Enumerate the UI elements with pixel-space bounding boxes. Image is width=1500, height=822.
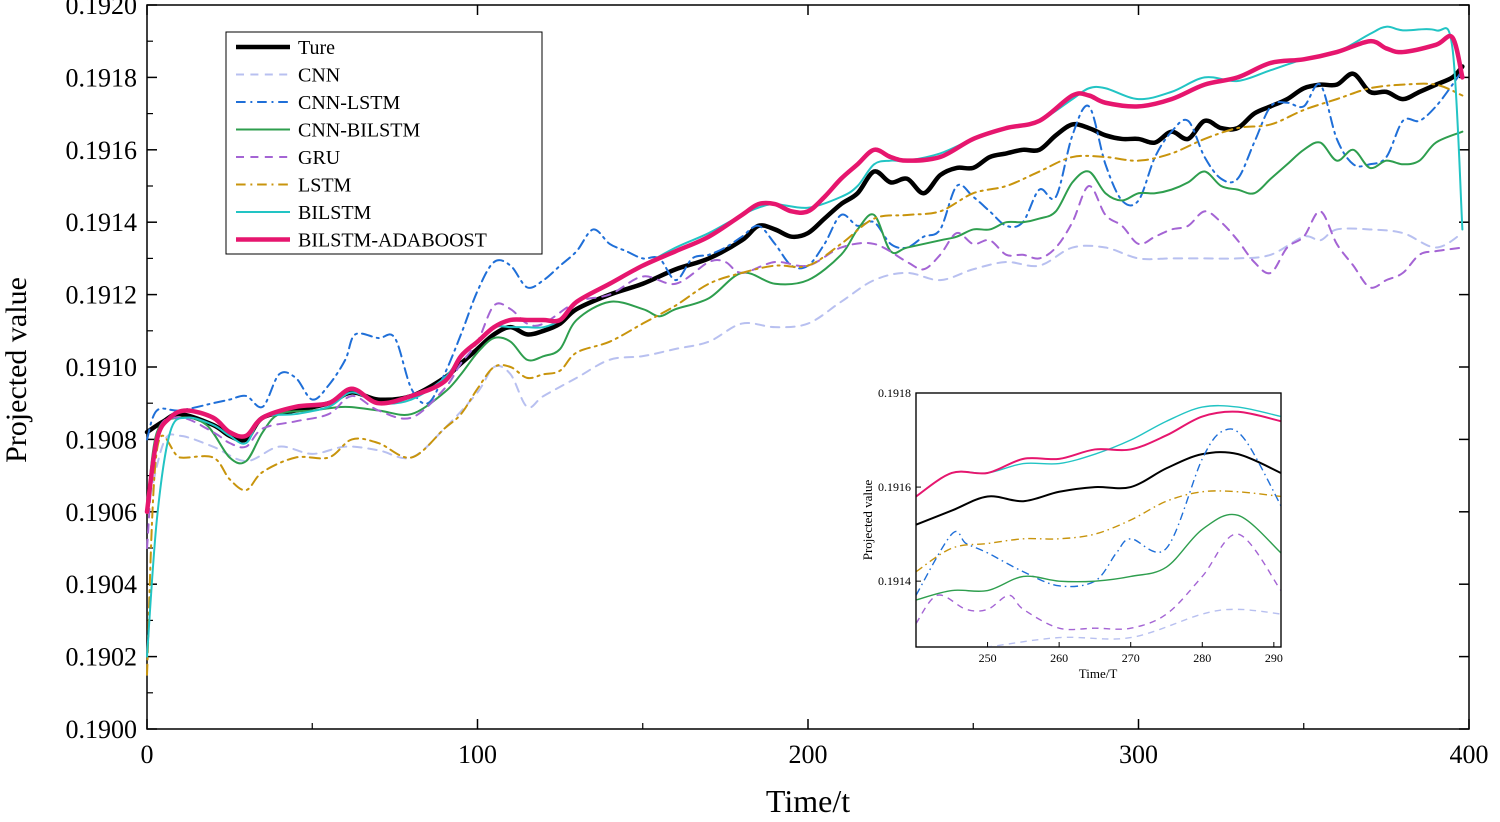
main-x-axis: 0 100 200 300 400 [141, 5, 1489, 769]
main-y-tick-label: 0.1900 [66, 715, 138, 744]
inset-x-tick-label: 290 [1265, 651, 1283, 665]
main-y-tick-label: 0.1902 [66, 643, 138, 672]
main-x-tick-label: 100 [458, 740, 497, 769]
legend-label-cnn-lstm: CNN-LSTM [298, 92, 400, 114]
inset-y-tick-label: 0.1918 [878, 386, 911, 400]
inset-series-line-cnn-bilstm [916, 513, 1281, 601]
inset-plot-frame [915, 392, 1282, 648]
inset-series-line-bilstm-adaboost [916, 410, 1281, 498]
inset-y-tick-label: 0.1916 [878, 480, 911, 494]
legend-label-bilstm-adaboost: BILSTM-ADABOOST [298, 230, 487, 252]
series-line-gru [146, 185, 1464, 549]
main-y-tick-label: 0.1910 [66, 353, 138, 382]
legend-label-lstm: LSTM [298, 175, 352, 197]
legend-label-cnn: CNN [298, 65, 340, 87]
legend-label-ture: Ture [298, 37, 335, 59]
inset-y-axis-title: Projected value [860, 480, 875, 561]
inset-series-line-lstm [916, 490, 1281, 573]
main-y-tick-label: 0.1904 [66, 570, 138, 599]
series-line-bilstm [146, 25, 1464, 658]
main-x-axis-title: Time/t [766, 783, 850, 817]
legend-label-bilstm: BILSTM [298, 202, 372, 224]
series-line-cnn-bilstm [146, 130, 1464, 513]
series-line-cnn [146, 227, 1464, 513]
legend-label-gru: GRU [298, 147, 341, 169]
main-y-tick-label: 0.1906 [66, 498, 138, 527]
inset-series-line-cnn [982, 608, 1281, 647]
inset-y-tick-label: 0.1914 [878, 574, 911, 588]
main-y-tick-label: 0.1920 [66, 0, 138, 20]
inset-series-lines [916, 404, 1281, 647]
legend-frame [225, 31, 543, 255]
legend-label-cnn-bilstm: CNN-BILSTM [298, 120, 420, 142]
main-y-tick-label: 0.1916 [66, 136, 138, 165]
inset-series-line-cnn-lstm [916, 428, 1281, 596]
main-series-lines [144, 25, 1465, 676]
main-y-tick-label: 0.1914 [66, 208, 138, 237]
inset-chart: 0.1914 0.1916 0.1918 250 260 270 280 290 Time/… [860, 386, 1283, 681]
inset-y-axis: 0.1914 0.1916 0.1918 [878, 386, 921, 588]
main-x-tick-label: 300 [1119, 740, 1158, 769]
main-y-tick-label: 0.1918 [66, 63, 138, 92]
inset-x-tick-label: 250 [979, 651, 997, 665]
inset-x-tick-label: 270 [1122, 651, 1140, 665]
inset-x-axis-title: Time/T [1079, 666, 1118, 681]
inset-x-axis: 250 260 270 280 290 [979, 642, 1283, 665]
series-line-lstm [146, 82, 1464, 676]
main-x-tick-label: 0 [141, 740, 154, 769]
inset-series-line-ture [916, 451, 1281, 526]
main-y-axis-title: Projected value [0, 277, 33, 463]
series-line-cnn-lstm [146, 69, 1464, 441]
inset-x-tick-label: 280 [1193, 651, 1211, 665]
legend: Ture CNN CNN-LSTM CNN-BILSTM GRU LSTM BILSTM BI… [225, 31, 543, 255]
main-x-tick-label: 200 [789, 740, 828, 769]
main-y-tick-label: 0.1908 [66, 425, 138, 454]
inset-x-tick-label: 260 [1050, 651, 1068, 665]
main-x-tick-label: 400 [1450, 740, 1489, 769]
main-y-tick-label: 0.1912 [66, 281, 138, 310]
series-line-bilstm-adaboost [144, 33, 1465, 515]
inset-series-line-gru [916, 533, 1281, 631]
